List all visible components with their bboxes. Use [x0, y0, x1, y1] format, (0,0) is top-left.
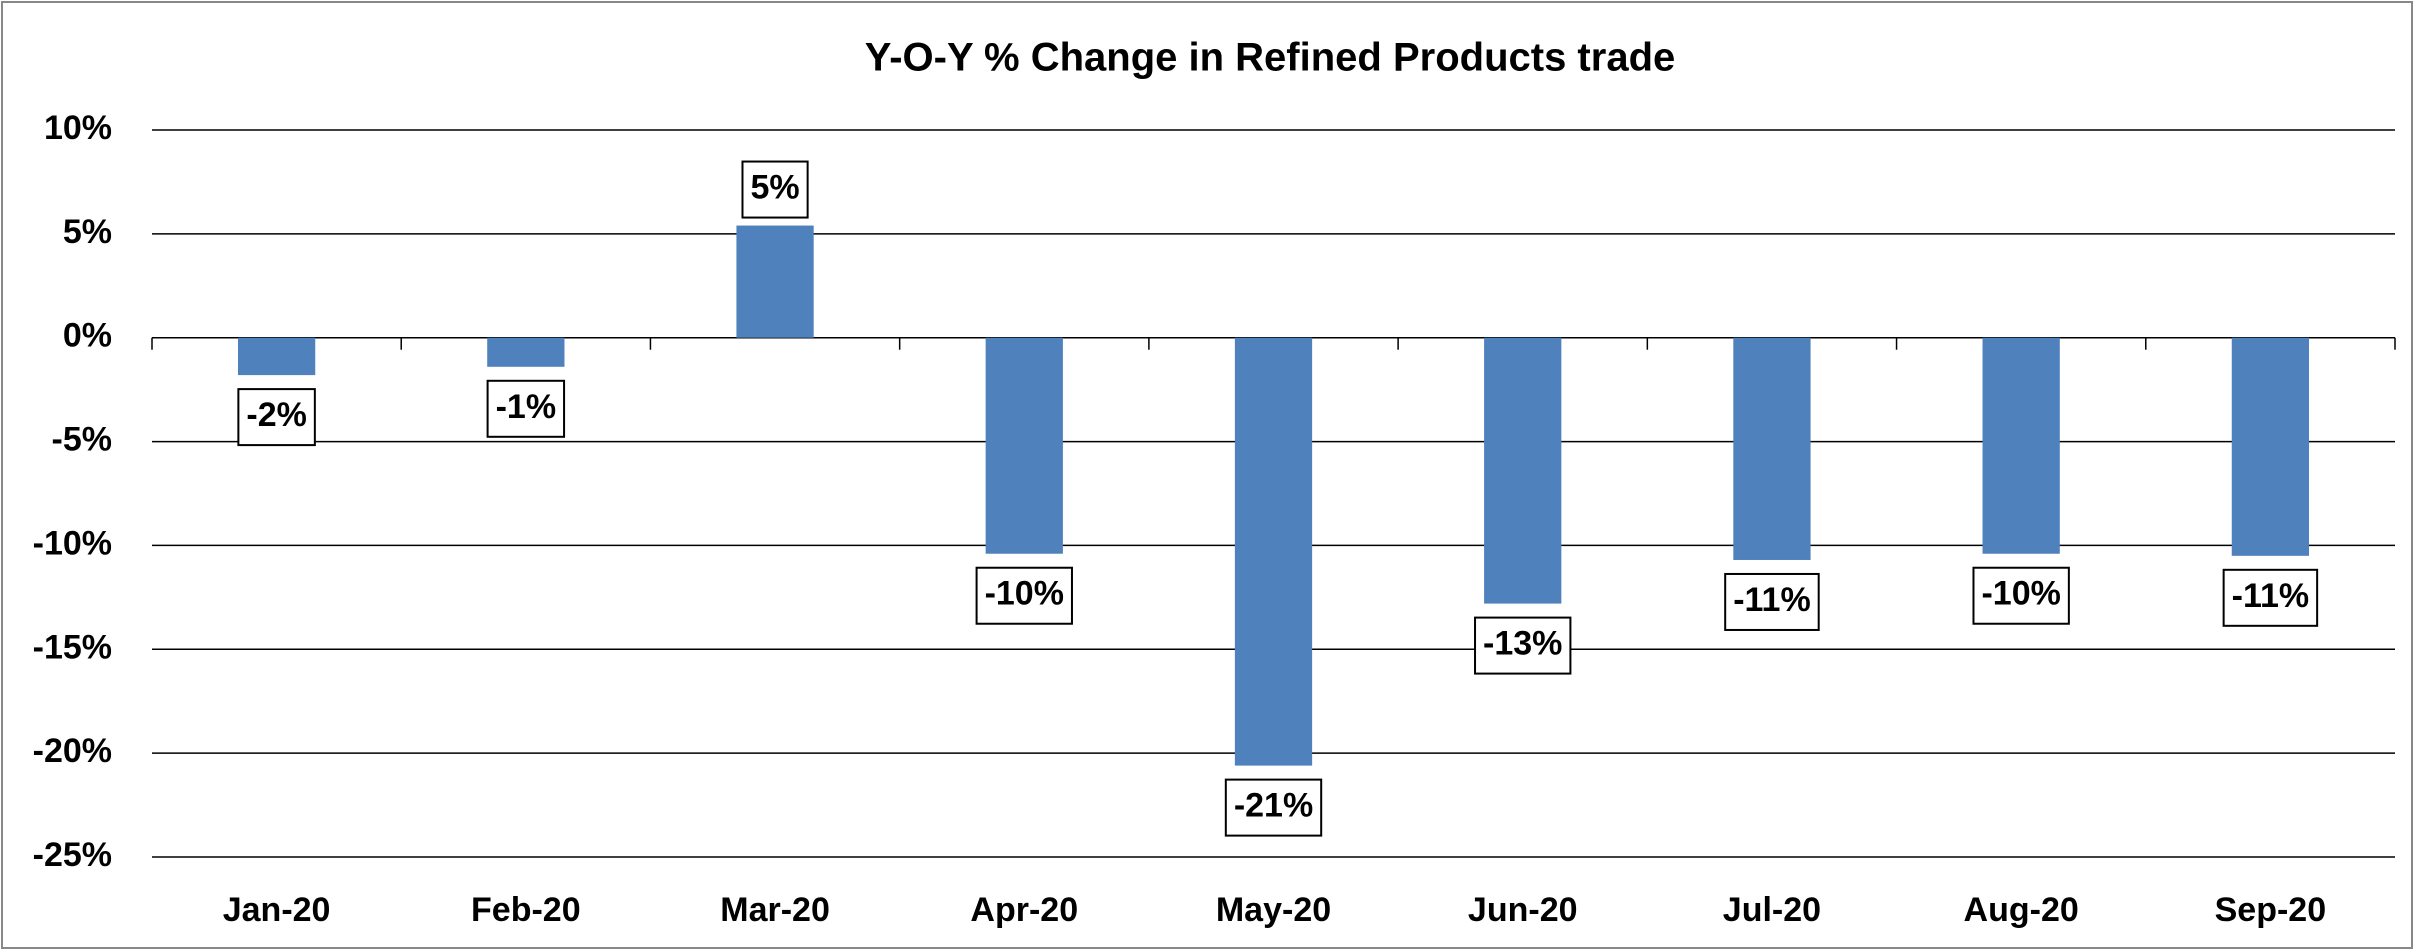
data-label-box — [1724, 572, 1820, 631]
y-tick-label: 10% — [44, 109, 112, 147]
data-label-box — [975, 566, 1073, 625]
x-tick-label: Jul-20 — [1723, 891, 1821, 929]
x-tick-label: Apr-20 — [970, 891, 1078, 929]
bar — [1484, 337, 1562, 604]
y-tick-label: -15% — [33, 628, 112, 666]
y-tick-label: 5% — [63, 213, 112, 251]
bar — [237, 337, 316, 376]
y-tick-label: 0% — [63, 317, 112, 355]
y-tick-label: -20% — [33, 732, 112, 770]
bar — [487, 337, 565, 367]
data-label-box — [486, 379, 566, 438]
x-tick-label: May-20 — [1216, 891, 1331, 929]
data-label: -10% — [1981, 575, 2060, 613]
x-tick-label: Mar-20 — [720, 891, 830, 929]
data-label-box — [237, 388, 316, 447]
data-label: -13% — [1483, 625, 1562, 663]
data-label: -11% — [1733, 581, 1811, 619]
x-tick-label: Feb-20 — [471, 891, 581, 929]
bar — [1982, 337, 2060, 554]
data-label: -10% — [985, 575, 1064, 613]
bar — [1733, 337, 1811, 560]
data-label: -2% — [246, 396, 306, 434]
y-tick-label: -25% — [33, 836, 112, 874]
y-tick-label: -10% — [33, 524, 112, 562]
bar — [736, 225, 814, 338]
x-tick-label: Aug-20 — [1964, 891, 2079, 929]
y-tick-label: -5% — [52, 421, 112, 459]
bar — [1234, 337, 1313, 766]
bar — [2231, 337, 2310, 556]
bar — [985, 337, 1063, 554]
data-label-box — [1972, 566, 2070, 625]
data-label: -11% — [2232, 577, 2310, 615]
data-label: -21% — [1234, 787, 1313, 825]
data-label-box — [2222, 568, 2319, 627]
chart-title: Y-O-Y % Change in Refined Products trade — [865, 36, 1676, 80]
x-tick-label: Jan-20 — [223, 891, 331, 929]
x-tick-label: Sep-20 — [2215, 891, 2327, 929]
x-tick-label: Jun-20 — [1468, 891, 1578, 929]
data-label-box — [1224, 778, 1323, 837]
data-label: 5% — [750, 169, 799, 207]
data-label: -1% — [496, 388, 556, 426]
data-label-box — [741, 160, 809, 219]
data-label-box — [1474, 616, 1572, 675]
